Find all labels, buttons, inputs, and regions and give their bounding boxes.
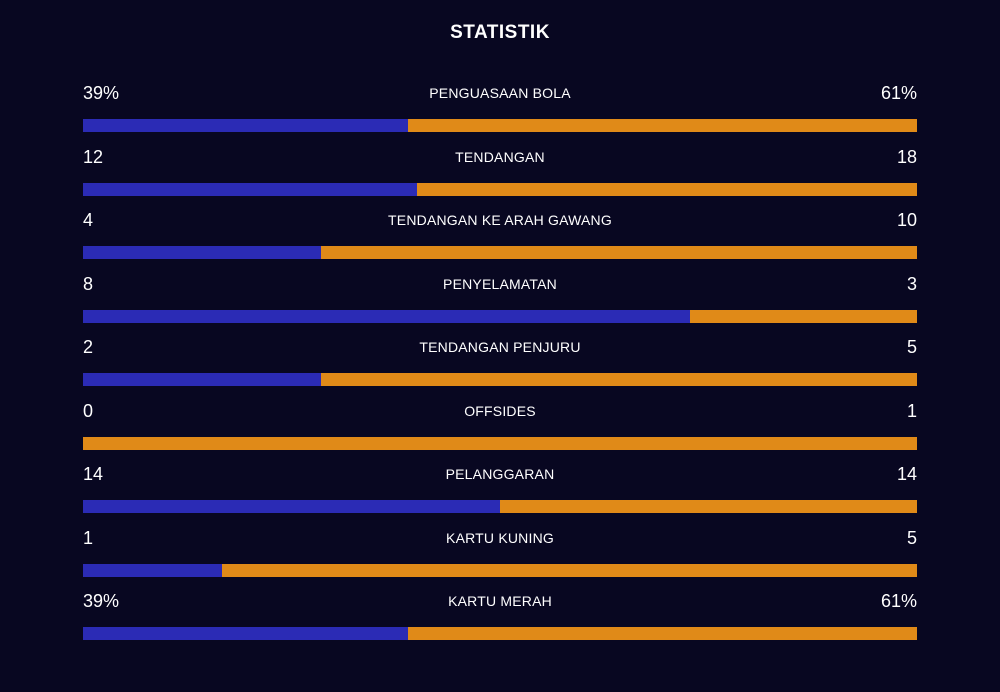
stat-row: 39% PENGUASAAN BOLA 61% [83,80,917,144]
stat-row: 4 TENDANGAN KE ARAH GAWANG 10 [83,207,917,271]
home-bar-segment [83,563,223,577]
away-value: 1 [906,400,917,421]
stats-list: 39% PENGUASAAN BOLA 61% 12 TENDANGAN 18 … [83,80,917,652]
home-bar-segment [83,182,417,196]
stat-header: 39% PENGUASAAN BOLA 61% [83,80,917,108]
away-value: 3 [906,273,917,294]
stat-bar [83,182,917,196]
home-bar-segment [83,246,322,259]
stat-label: OFFSIDES [464,402,536,419]
stat-row: 8 PENYELAMATAN 3 [83,271,917,335]
stat-header: 14 PELANGGARAN 14 [83,461,917,489]
away-value: 14 [896,464,917,484]
home-value: 39% [83,83,120,103]
stat-bar [83,119,917,132]
stat-label: PENGUASAAN BOLA [429,85,571,101]
stat-header: 4 TENDANGAN KE ARAH GAWANG 10 [83,207,917,235]
home-bar-segment [83,119,409,132]
stat-bar [83,627,917,640]
away-value: 18 [896,146,917,167]
stat-label: TENDANGAN PENJURU [419,339,581,355]
stat-header: 12 TENDANGAN 18 [83,144,917,172]
home-value: 0 [83,400,94,421]
home-bar-segment [83,309,690,323]
stat-row: 2 TENDANGAN PENJURU 5 [83,334,917,398]
away-bar-segment [416,182,917,196]
stat-row: 0 OFFSIDES 1 [83,398,917,462]
home-bar-segment [83,373,322,386]
away-bar-segment [321,373,917,386]
home-value: 4 [83,210,94,230]
away-bar-segment [83,436,917,450]
stat-bar [83,373,917,386]
home-value: 2 [83,337,94,357]
stat-label: KARTU MERAH [448,593,552,609]
stat-bar [83,309,917,323]
away-value: 5 [906,527,917,548]
stat-label: TENDANGAN [455,148,545,165]
away-value: 10 [896,210,917,230]
home-value: 14 [83,464,104,484]
away-bar-segment [321,246,917,259]
stat-label: PENYELAMATAN [443,275,557,292]
stat-header: 2 TENDANGAN PENJURU 5 [83,334,917,362]
home-bar-segment [83,627,409,640]
away-value: 61% [880,83,917,103]
stat-row: 12 TENDANGAN 18 [83,144,917,208]
away-bar-segment [408,627,917,640]
stat-bar [83,563,917,577]
home-value: 1 [83,527,94,548]
stat-bar [83,436,917,450]
away-value: 5 [906,337,917,357]
stat-label: PELANGGARAN [445,466,555,482]
stat-header: 1 KARTU KUNING 5 [83,525,917,553]
away-value: 61% [880,591,917,611]
away-bar-segment [500,500,917,513]
stat-row: 1 KARTU KUNING 5 [83,525,917,589]
away-bar-segment [222,563,917,577]
home-value: 39% [83,591,120,611]
stat-header: 0 OFFSIDES 1 [83,398,917,426]
away-bar-segment [408,119,917,132]
stat-header: 39% KARTU MERAH 61% [83,588,917,616]
stat-label: TENDANGAN KE ARAH GAWANG [388,212,612,228]
stat-header: 8 PENYELAMATAN 3 [83,271,917,299]
home-bar-segment [83,500,500,513]
away-bar-segment [689,309,917,323]
stat-row: 39% KARTU MERAH 61% [83,588,917,652]
stat-bar [83,246,917,259]
stat-row: 14 PELANGGARAN 14 [83,461,917,525]
home-value: 8 [83,273,94,294]
stat-label: KARTU KUNING [446,529,554,546]
home-value: 12 [83,146,104,167]
stats-title: STATISTIK [450,22,550,43]
stat-bar [83,500,917,513]
